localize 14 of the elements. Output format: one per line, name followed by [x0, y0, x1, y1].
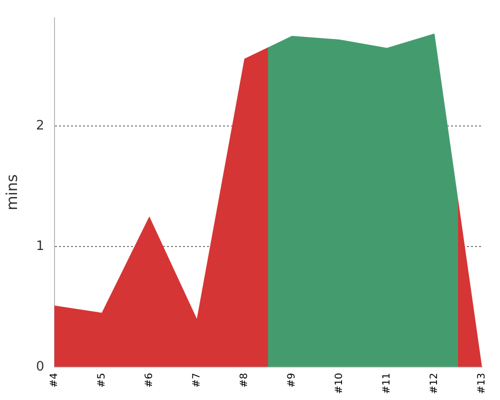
y-tick-label: 1: [36, 238, 44, 254]
y-axis-title: mins: [2, 174, 21, 210]
x-tick-label: #6: [144, 372, 155, 388]
x-tick-label: #13: [476, 372, 488, 394]
x-tick-label: #5: [96, 372, 108, 388]
x-tick-label: #10: [334, 372, 346, 394]
x-tick-label: #12: [429, 372, 440, 394]
x-tick-label: #7: [191, 372, 202, 388]
x-tick-label: #8: [238, 372, 250, 388]
x-tick-label: #11: [382, 372, 393, 394]
y-tick-label: 0: [36, 359, 44, 374]
x-tick-label: #9: [286, 372, 298, 388]
y-tick-label: 2: [36, 118, 44, 134]
x-tick-label: #4: [48, 372, 60, 388]
